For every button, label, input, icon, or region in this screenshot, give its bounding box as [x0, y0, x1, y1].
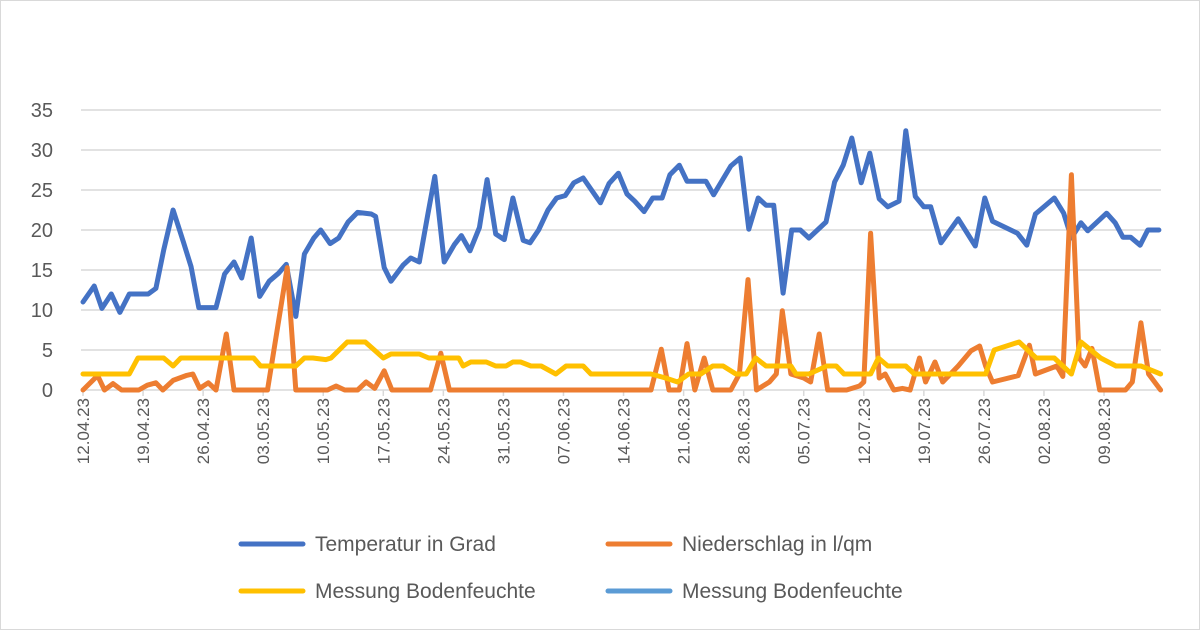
x-tick-label: 05.07.23	[795, 398, 814, 464]
x-tick-label: 07.06.23	[554, 398, 573, 464]
y-tick-label: 0	[42, 380, 53, 402]
series-line-2	[80, 339, 1164, 385]
y-axis-tick-labels: 0 5 10 15 20 25 30 35	[31, 100, 53, 402]
legend-item: Messung Bodenfeuchte	[605, 580, 903, 603]
x-tick-label: 10.05.23	[314, 398, 333, 464]
y-tick-label: 35	[31, 100, 53, 122]
x-tick-label: 03.05.23	[254, 398, 273, 464]
x-tick-label: 31.05.23	[494, 398, 513, 464]
legend: Temperatur in Grad Niederschlag in l/qm Me…	[238, 533, 903, 603]
y-tick-label: 10	[31, 300, 53, 322]
x-tick-label: 12.07.23	[855, 398, 874, 464]
legend-item: Niederschlag in l/qm	[605, 533, 872, 556]
legend-label: Niederschlag in l/qm	[682, 533, 872, 556]
x-tick-label: 02.08.23	[1035, 398, 1054, 464]
series-lines	[80, 128, 1164, 393]
legend-item: Messung Bodenfeuchte	[238, 580, 536, 603]
y-tick-label: 25	[31, 180, 53, 202]
x-tick-label: 12.04.23	[74, 398, 93, 464]
x-tick-label: 17.05.23	[374, 398, 393, 464]
x-tick-label: 26.04.23	[194, 398, 213, 464]
y-tick-label: 20	[31, 220, 53, 242]
gridlines	[81, 109, 1161, 391]
y-tick-label: 15	[31, 260, 53, 282]
x-tick-label: 26.07.23	[975, 398, 994, 464]
legend-label: Temperatur in Grad	[315, 533, 496, 556]
x-tick-label: 28.06.23	[735, 398, 754, 464]
x-tick-label: 19.04.23	[134, 398, 153, 464]
series-line-0	[80, 128, 1162, 319]
legend-label: Messung Bodenfeuchte	[682, 580, 903, 603]
y-tick-label: 30	[31, 140, 53, 162]
x-axis-tick-labels: 12.04.23 19.04.23 26.04.23 03.05.23 10.05.23…	[74, 390, 1114, 464]
series-line-1	[80, 172, 1164, 393]
legend-item: Temperatur in Grad	[238, 533, 496, 556]
x-tick-label: 19.07.23	[915, 398, 934, 464]
x-tick-label: 24.05.23	[434, 398, 453, 464]
y-tick-label: 5	[42, 340, 53, 362]
x-tick-label: 21.06.23	[675, 398, 694, 464]
x-tick-label: 14.06.23	[615, 398, 634, 464]
x-tick-label: 09.08.23	[1095, 398, 1114, 464]
legend-label: Messung Bodenfeuchte	[315, 580, 536, 603]
